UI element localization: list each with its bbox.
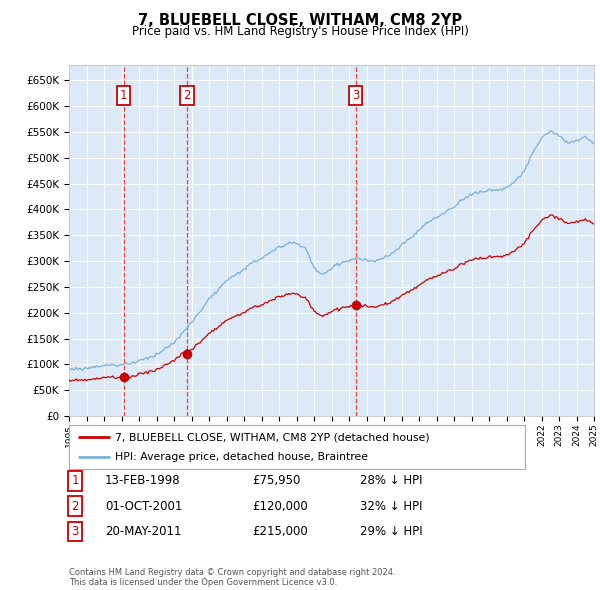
Text: 7, BLUEBELL CLOSE, WITHAM, CM8 2YP (detached house): 7, BLUEBELL CLOSE, WITHAM, CM8 2YP (deta… bbox=[115, 432, 429, 442]
Text: 28% ↓ HPI: 28% ↓ HPI bbox=[360, 474, 422, 487]
Text: £215,000: £215,000 bbox=[252, 525, 308, 538]
Text: Price paid vs. HM Land Registry's House Price Index (HPI): Price paid vs. HM Land Registry's House … bbox=[131, 25, 469, 38]
Text: 7, BLUEBELL CLOSE, WITHAM, CM8 2YP: 7, BLUEBELL CLOSE, WITHAM, CM8 2YP bbox=[138, 13, 462, 28]
Text: Contains HM Land Registry data © Crown copyright and database right 2024.: Contains HM Land Registry data © Crown c… bbox=[69, 568, 395, 577]
Text: 01-OCT-2001: 01-OCT-2001 bbox=[105, 500, 182, 513]
Text: 2: 2 bbox=[71, 500, 79, 513]
Text: 1: 1 bbox=[71, 474, 79, 487]
Text: £75,950: £75,950 bbox=[252, 474, 301, 487]
Text: 29% ↓ HPI: 29% ↓ HPI bbox=[360, 525, 422, 538]
Text: 2: 2 bbox=[184, 89, 191, 103]
Text: This data is licensed under the Open Government Licence v3.0.: This data is licensed under the Open Gov… bbox=[69, 578, 337, 587]
Text: 1: 1 bbox=[120, 89, 127, 103]
Text: 3: 3 bbox=[352, 89, 359, 103]
Text: 3: 3 bbox=[71, 525, 79, 538]
Text: 20-MAY-2011: 20-MAY-2011 bbox=[105, 525, 182, 538]
Text: £120,000: £120,000 bbox=[252, 500, 308, 513]
Text: HPI: Average price, detached house, Braintree: HPI: Average price, detached house, Brai… bbox=[115, 452, 368, 461]
Text: 13-FEB-1998: 13-FEB-1998 bbox=[105, 474, 181, 487]
Text: 32% ↓ HPI: 32% ↓ HPI bbox=[360, 500, 422, 513]
